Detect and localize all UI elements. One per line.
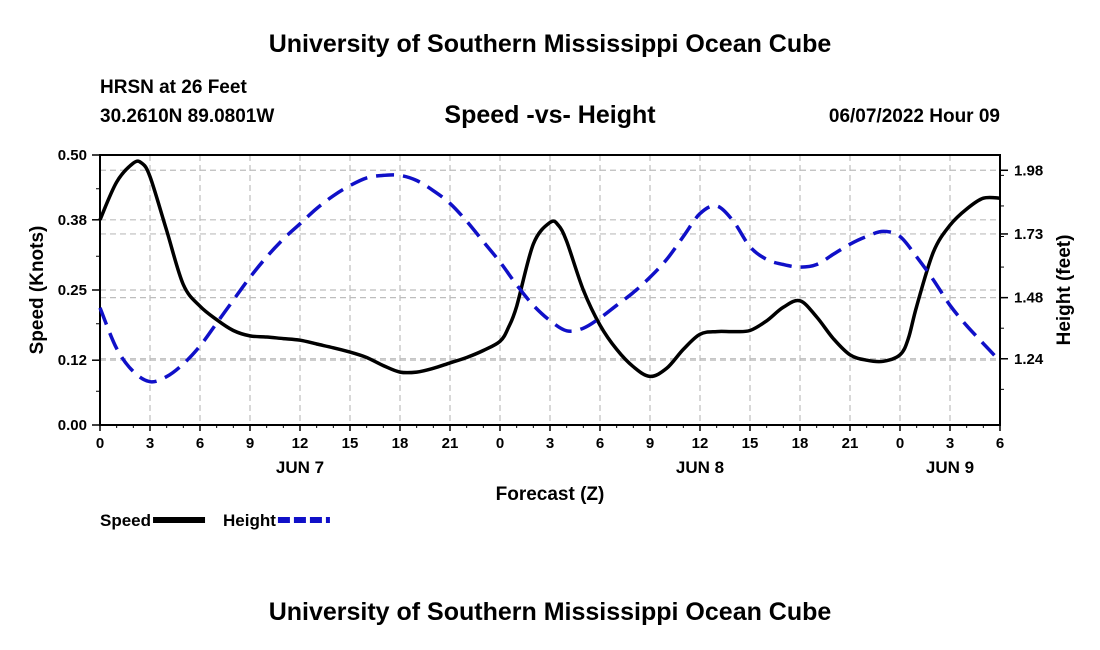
- coordinates-label: 30.2610N 89.0801W: [100, 106, 275, 127]
- main-title: University of Southern Mississippi Ocean…: [268, 30, 832, 58]
- x-tick-label: 21: [442, 435, 459, 452]
- legend-label-speed: Speed: [100, 511, 151, 530]
- x-tick-label: 3: [546, 435, 554, 452]
- series-line-speed: [98, 159, 1001, 379]
- y2-tick-label: 1.48: [1014, 290, 1043, 307]
- y-tick-label: 0.25: [58, 282, 87, 299]
- x-tick-label: 12: [692, 435, 709, 452]
- y-tick-label: 0.12: [58, 352, 87, 369]
- x-axis-label: Forecast (Z): [496, 484, 605, 505]
- y-tick-label: 0.50: [58, 147, 87, 164]
- x-tick-label: 21: [842, 435, 859, 452]
- x-tick-label: 0: [896, 435, 904, 452]
- x-tick-label: 6: [596, 435, 604, 452]
- x-tick-label: 0: [496, 435, 504, 452]
- x-tick-label: 12: [292, 435, 309, 452]
- x-tick-label: 18: [392, 435, 409, 452]
- y-tick-label: 0.38: [58, 212, 87, 229]
- date-label: JUN 9: [926, 458, 974, 477]
- x-tick-label: 3: [946, 435, 954, 452]
- data-series: [98, 159, 1002, 384]
- chart-legend: Speed Height: [100, 511, 330, 530]
- x-tick-label: 3: [146, 435, 154, 452]
- axis-ticks: 0 3 6 9 12 15 18 21 0 3 6 9 12 15 18 21 0 3 6 0.00 0.12 0.25 0…: [58, 147, 1044, 477]
- y2-tick-label: 1.24: [1014, 351, 1044, 368]
- footer-title: University of Southern Mississippi Ocean…: [268, 598, 832, 626]
- x-tick-label: 15: [742, 435, 759, 452]
- station-label: HRSN at 26 Feet: [100, 77, 247, 98]
- x-tick-label: 9: [646, 435, 654, 452]
- legend-label-height: Height: [223, 511, 276, 530]
- grid-lines: [100, 155, 1000, 425]
- y-axis-label: Speed (Knots): [27, 226, 48, 355]
- x-tick-label: 6: [196, 435, 204, 452]
- datetime-label: 06/07/2022 Hour 09: [828, 106, 1000, 127]
- x-tick-label: 0: [96, 435, 104, 452]
- date-label: JUN 7: [276, 458, 324, 477]
- x-tick-label: 6: [996, 435, 1004, 452]
- x-tick-label: 9: [246, 435, 254, 452]
- y2-tick-label: 1.73: [1014, 226, 1043, 243]
- chart-subtitle: Speed -vs- Height: [444, 101, 656, 129]
- y2-axis-label: Height (feet): [1054, 235, 1075, 346]
- x-tick-label: 15: [342, 435, 359, 452]
- x-tick-label: 18: [792, 435, 809, 452]
- series-line-height: [98, 173, 1002, 384]
- date-label: JUN 8: [676, 458, 724, 477]
- y2-tick-label: 1.98: [1014, 162, 1043, 179]
- y-tick-label: 0.00: [58, 417, 87, 434]
